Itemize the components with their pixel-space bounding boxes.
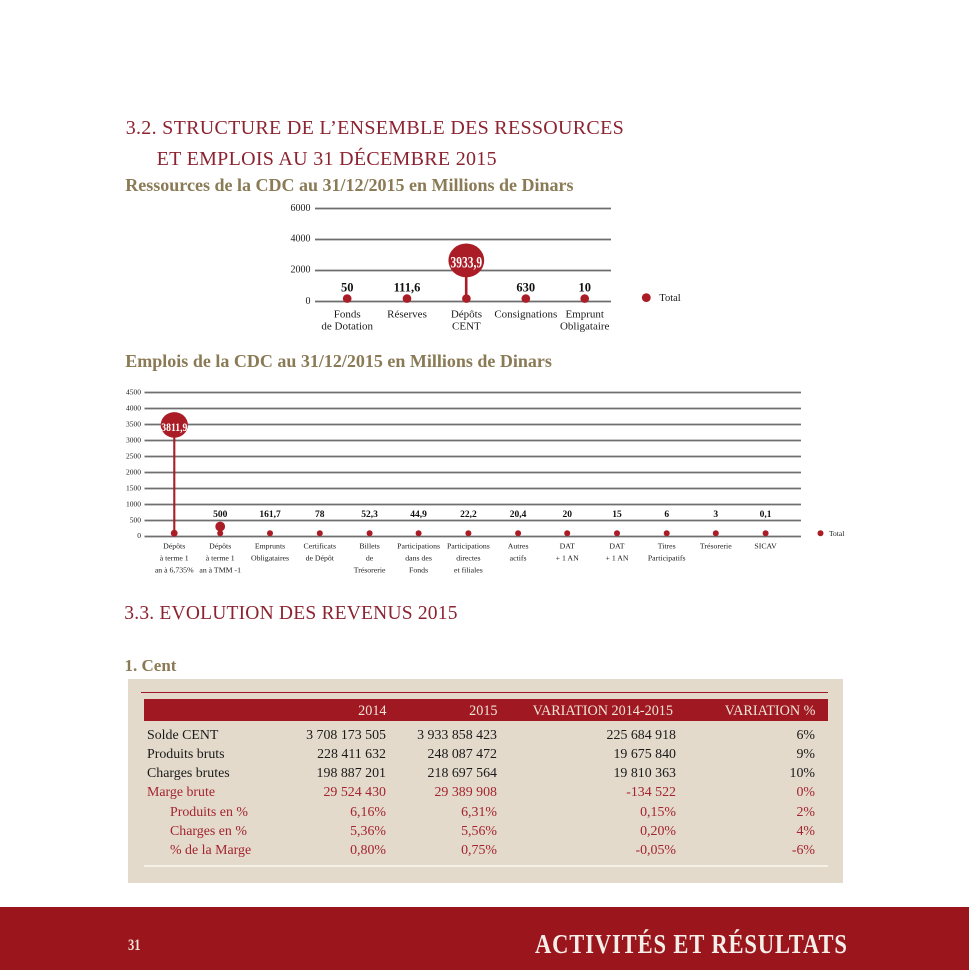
svg-text:10: 10 — [578, 281, 591, 295]
svg-text:1500: 1500 — [126, 483, 141, 492]
svg-text:Certificats: Certificats — [304, 542, 336, 551]
svg-text:Trésorerie: Trésorerie — [700, 542, 732, 551]
svg-text:3811,9: 3811,9 — [161, 421, 187, 434]
svg-text:actifs: actifs — [510, 554, 527, 563]
svg-text:de Dotation: de Dotation — [321, 321, 373, 333]
svg-text:78: 78 — [315, 510, 325, 520]
svg-text:20,4: 20,4 — [510, 510, 527, 520]
svg-text:Participatifs: Participatifs — [648, 554, 686, 563]
svg-text:3000: 3000 — [126, 435, 141, 444]
svg-text:4500: 4500 — [126, 387, 141, 396]
svg-text:Participations: Participations — [447, 542, 490, 551]
svg-text:Titres: Titres — [658, 542, 676, 551]
svg-text:0: 0 — [306, 296, 311, 307]
svg-text:à terme 1: à terme 1 — [206, 554, 235, 563]
svg-text:52,3: 52,3 — [361, 510, 378, 520]
svg-text:de: de — [366, 554, 374, 563]
svg-text:Fonds: Fonds — [409, 566, 428, 575]
svg-text:0,1: 0,1 — [760, 510, 772, 520]
svg-text:et filiales: et filiales — [454, 566, 483, 575]
svg-text:Obligataires: Obligataires — [251, 554, 289, 563]
svg-text:3500: 3500 — [126, 419, 141, 428]
svg-text:0: 0 — [137, 531, 141, 540]
svg-text:+ 1 AN: + 1 AN — [605, 554, 628, 563]
svg-text:dans des: dans des — [405, 554, 432, 563]
svg-text:22,2: 22,2 — [460, 510, 477, 520]
svg-text:111,6: 111,6 — [394, 281, 421, 295]
svg-text:3: 3 — [713, 510, 718, 520]
svg-text:directes: directes — [456, 554, 480, 563]
svg-text:an à TMM -1: an à TMM -1 — [199, 566, 241, 575]
svg-text:Dépôts: Dépôts — [451, 309, 482, 321]
svg-text:Obligataire: Obligataire — [560, 321, 610, 333]
svg-text:6000: 6000 — [291, 203, 311, 214]
svg-text:44,9: 44,9 — [410, 510, 427, 520]
svg-text:50: 50 — [341, 281, 354, 295]
svg-text:1000: 1000 — [126, 499, 141, 508]
svg-text:Consignations: Consignations — [494, 309, 557, 321]
svg-text:à terme 1: à terme 1 — [160, 554, 189, 563]
svg-text:4000: 4000 — [126, 403, 141, 412]
svg-text:Total: Total — [829, 529, 844, 538]
svg-text:Participations: Participations — [397, 542, 440, 551]
svg-text:Emprunts: Emprunts — [255, 542, 285, 551]
svg-text:Total: Total — [659, 293, 681, 304]
svg-text:2500: 2500 — [126, 451, 141, 460]
svg-text:Fonds: Fonds — [334, 309, 361, 321]
svg-text:de Dépôt: de Dépôt — [306, 554, 335, 563]
svg-text:630: 630 — [516, 281, 535, 295]
svg-text:Dépôts: Dépôts — [209, 542, 231, 551]
svg-text:Emprunt: Emprunt — [565, 309, 604, 321]
svg-text:DAT: DAT — [609, 542, 624, 551]
svg-text:Dépôts: Dépôts — [163, 542, 185, 551]
svg-text:161,7: 161,7 — [259, 510, 281, 520]
svg-text:+ 1 AN: + 1 AN — [556, 554, 579, 563]
svg-text:500: 500 — [213, 510, 228, 520]
svg-text:500: 500 — [130, 515, 142, 524]
svg-text:Réserves: Réserves — [387, 309, 427, 321]
svg-text:Trésorerie: Trésorerie — [354, 566, 386, 575]
svg-text:Billets: Billets — [359, 542, 379, 551]
svg-text:6: 6 — [664, 510, 669, 520]
svg-text:CENT: CENT — [452, 321, 481, 333]
svg-text:DAT: DAT — [560, 542, 575, 551]
svg-text:2000: 2000 — [126, 467, 141, 476]
svg-text:Autres: Autres — [508, 542, 529, 551]
svg-text:SICAV: SICAV — [754, 542, 777, 551]
svg-text:2000: 2000 — [291, 265, 311, 276]
svg-text:4000: 4000 — [291, 234, 311, 245]
svg-text:15: 15 — [612, 510, 622, 520]
svg-text:20: 20 — [562, 510, 572, 520]
svg-text:3933,9: 3933,9 — [451, 254, 483, 271]
svg-text:an à 6,735%: an à 6,735% — [155, 566, 194, 575]
